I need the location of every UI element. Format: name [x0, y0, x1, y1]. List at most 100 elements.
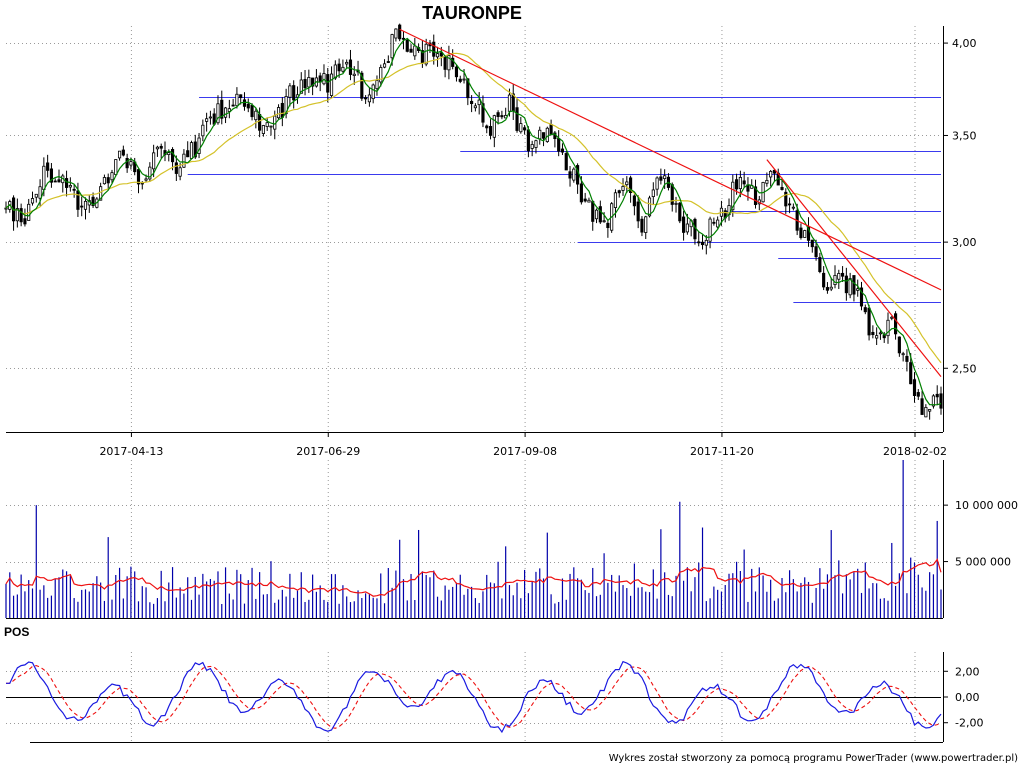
candle-body	[170, 149, 175, 163]
candle-body	[704, 239, 708, 246]
candle	[205, 112, 209, 132]
candle	[644, 215, 648, 240]
candle	[208, 110, 212, 125]
candle	[708, 216, 712, 249]
candle	[216, 95, 220, 125]
candle	[231, 98, 235, 107]
candle	[878, 329, 883, 340]
candle-body	[114, 159, 118, 175]
candle	[447, 45, 451, 80]
candle-body	[742, 180, 746, 185]
candle	[678, 202, 682, 224]
candle-body	[46, 162, 50, 171]
candle	[80, 196, 84, 217]
candle	[292, 80, 296, 109]
candle	[473, 103, 477, 112]
candle-body	[829, 286, 833, 290]
candle-body	[769, 171, 773, 178]
candle	[848, 272, 852, 299]
candle	[11, 195, 16, 231]
candle	[935, 385, 939, 405]
candle-body	[822, 272, 826, 288]
candle	[530, 140, 534, 157]
candle-body	[375, 80, 379, 90]
candle	[772, 169, 777, 182]
candle-body	[152, 152, 156, 170]
candle	[367, 87, 371, 107]
candle-body	[148, 166, 152, 180]
candle	[810, 239, 814, 253]
candle-body	[515, 107, 519, 131]
candle-body	[647, 197, 652, 217]
candle-body	[731, 181, 735, 211]
candle	[716, 216, 720, 229]
candle	[382, 59, 387, 69]
candle-body	[856, 288, 860, 291]
candle	[841, 266, 845, 282]
candle-body	[49, 168, 53, 183]
candle	[844, 267, 848, 301]
candle-body	[364, 97, 368, 100]
candle-body	[30, 198, 35, 204]
candle-body	[545, 127, 549, 142]
price-tick-label: 4,00	[952, 37, 977, 50]
candle-body	[568, 171, 572, 179]
candle-body	[844, 275, 848, 294]
candle	[769, 169, 773, 187]
candle-body	[492, 115, 496, 138]
candle	[901, 351, 905, 362]
candle	[148, 162, 152, 182]
candle	[371, 83, 375, 104]
candle	[458, 75, 462, 84]
candle	[341, 59, 345, 73]
candle-body	[220, 99, 224, 119]
candle	[890, 315, 894, 321]
price-panel: 2,503,003,504,00 2017-04-13 2017-06-29 201…	[4, 23, 977, 458]
candle	[674, 196, 678, 213]
candle	[223, 106, 228, 124]
candle-body	[242, 99, 247, 107]
candle-body	[64, 178, 69, 188]
candle	[186, 141, 190, 158]
chart-title: TAURONPE	[422, 3, 522, 23]
candle	[863, 304, 867, 315]
candle	[356, 60, 360, 76]
candle	[504, 107, 508, 119]
candle-body	[68, 185, 72, 188]
candle	[432, 34, 436, 65]
candle-body	[651, 189, 655, 197]
candle-body	[598, 206, 602, 223]
candle-body	[916, 392, 920, 397]
candle-body	[299, 79, 303, 94]
candle-body	[674, 202, 678, 205]
candle	[470, 95, 474, 113]
candle	[454, 64, 459, 82]
candle	[488, 119, 493, 140]
candle-body	[632, 195, 636, 207]
candle	[886, 312, 890, 344]
candle-body	[443, 57, 447, 70]
candle	[765, 172, 769, 187]
candle	[625, 176, 629, 193]
candle	[591, 200, 595, 231]
candle-body	[276, 107, 281, 119]
candle-body	[803, 230, 807, 238]
candle-body	[784, 191, 788, 207]
candle-body	[814, 246, 818, 258]
candle	[534, 139, 538, 154]
candle-body	[886, 319, 890, 337]
candle	[64, 170, 69, 197]
candle-body	[53, 180, 57, 183]
candle-body	[621, 185, 625, 191]
candle-body	[23, 218, 27, 225]
candle-body	[470, 100, 474, 105]
oscillator-line	[6, 660, 942, 734]
price-tick-label: 2,50	[952, 362, 977, 375]
price-tick-label: 3,00	[952, 236, 977, 249]
candle-body	[386, 61, 390, 63]
candle	[704, 235, 708, 255]
candle	[712, 217, 716, 226]
candle	[269, 125, 273, 136]
candle	[496, 110, 500, 125]
candle	[727, 198, 731, 221]
